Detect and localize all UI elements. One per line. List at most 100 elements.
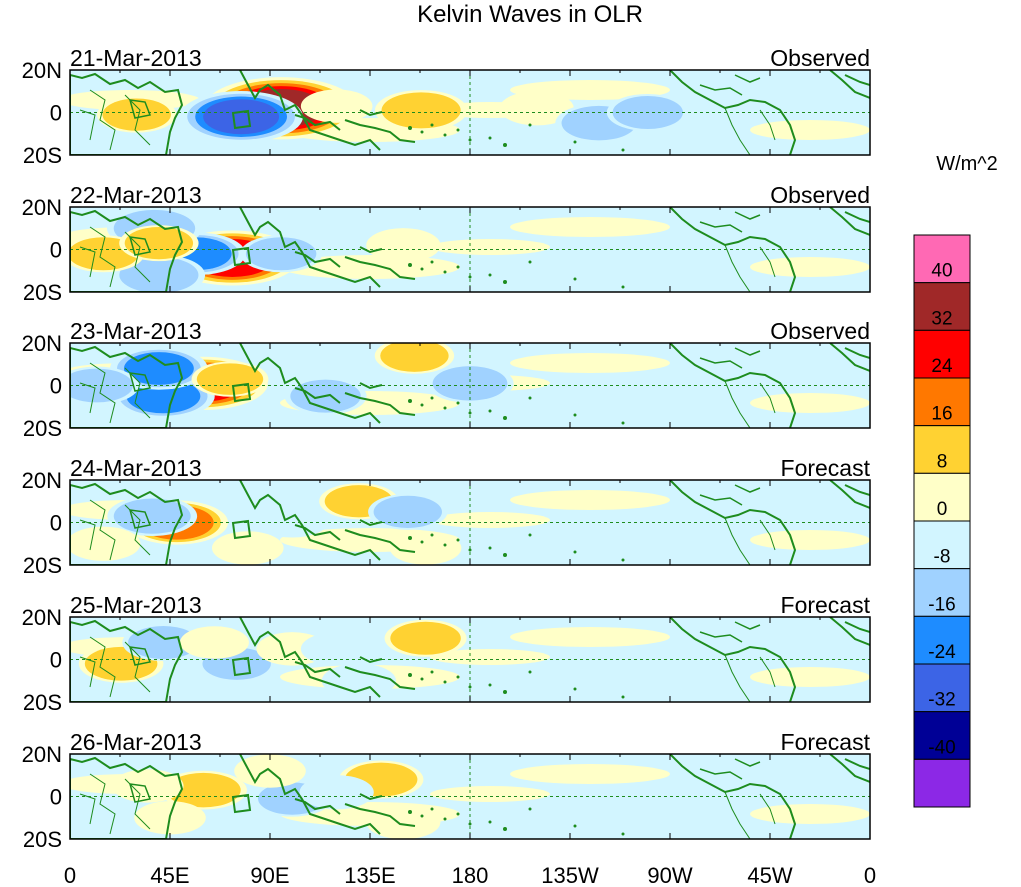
- contour-band: [113, 498, 191, 534]
- weak-positive-region: [430, 649, 550, 665]
- negative-anomaly: [321, 663, 396, 698]
- weak-positive-region: [510, 217, 670, 237]
- colorbar-tick-label: 24: [931, 356, 953, 377]
- anomaly-field: [70, 207, 870, 292]
- contour-band: [211, 531, 284, 565]
- negative-anomaly: [300, 632, 373, 666]
- colorbar-swatch: [913, 377, 971, 427]
- weak-positive-region: [510, 627, 670, 647]
- colorbar-tick-label: 8: [937, 451, 948, 472]
- positive-anomaly: [374, 343, 455, 374]
- colorbar-swatch: [913, 472, 971, 522]
- figure-title: Kelvin Waves in OLR: [417, 1, 643, 28]
- panel-date: 25-Mar-2013: [70, 592, 202, 618]
- lat-label: 0: [50, 511, 62, 536]
- lat-label: 20S: [23, 143, 62, 168]
- contour-band: [179, 626, 249, 659]
- weak-positive-region: [510, 353, 670, 373]
- negative-anomaly: [368, 493, 448, 530]
- colorbar-swatch: [913, 329, 971, 379]
- lon-label: 45W: [747, 863, 792, 887]
- contour-band: [366, 804, 441, 839]
- lat-label: 20S: [23, 280, 62, 305]
- lon-label: 135E: [344, 863, 395, 887]
- positive-anomaly: [70, 526, 141, 561]
- positive-anomaly: [111, 769, 184, 803]
- positive-anomaly: [366, 228, 441, 263]
- positive-anomaly: [389, 531, 462, 565]
- negative-anomaly: [107, 496, 198, 536]
- panel-date: 22-Mar-2013: [70, 182, 202, 208]
- colorbar-swatch: [913, 520, 971, 570]
- weak-positive-region: [750, 257, 870, 277]
- colorbar-tick-labels: 40 32 24 16 8 0 -8 -16 -24 -32 -40: [928, 261, 956, 759]
- lat-label: 0: [50, 648, 62, 673]
- colorbar-swatch: [913, 615, 971, 665]
- contour-band: [390, 621, 461, 655]
- contour-band: [321, 663, 396, 698]
- colorbar: W/m^2 40 32 24 16 8 0 -8 -16 -24 -32 -40: [913, 153, 998, 808]
- contour-band: [380, 343, 449, 372]
- weak-positive-region: [750, 120, 870, 140]
- contour-band: [300, 632, 373, 666]
- contour-band: [245, 237, 317, 271]
- colorbar-swatch: [913, 282, 971, 331]
- lon-label: 90W: [647, 863, 692, 887]
- contour-band: [381, 92, 461, 129]
- weak-positive-region: [430, 239, 550, 255]
- positive-anomaly: [179, 626, 249, 659]
- colorbar-tick-label: -8: [934, 547, 951, 568]
- lat-label: 0: [50, 374, 62, 399]
- panel-status: Observed: [770, 45, 870, 71]
- lat-label: 20N: [22, 331, 62, 356]
- contour-band: [102, 98, 171, 131]
- lon-label: 90E: [250, 863, 289, 887]
- colorbar-swatch: [913, 663, 971, 713]
- positive-anomaly: [211, 531, 284, 565]
- positive-anomaly: [96, 96, 177, 133]
- colorbar-unit: W/m^2: [936, 153, 998, 175]
- lat-label: 20S: [23, 690, 62, 715]
- contour-band: [203, 99, 280, 135]
- lon-label: 0: [64, 863, 76, 887]
- contour-band: [300, 89, 373, 123]
- panel-date: 21-Mar-2013: [70, 45, 202, 71]
- map-panels: 21-Mar-2013 Observed 20N 0 20S 22-Mar-2013 Obs…: [22, 45, 871, 852]
- positive-anomaly: [499, 91, 574, 126]
- panel-status: Forecast: [781, 455, 871, 481]
- contour-band: [70, 526, 141, 561]
- positive-anomaly: [366, 804, 441, 839]
- lat-label: 20S: [23, 827, 62, 852]
- panel-date: 23-Mar-2013: [70, 318, 202, 344]
- lon-label: 45E: [150, 863, 189, 887]
- colorbar-tick-label: 40: [931, 261, 952, 282]
- anomaly-field: [70, 343, 870, 428]
- colorbar-swatch: [913, 758, 971, 808]
- map-panel: 25-Mar-2013 Forecast 20N 0 20S: [22, 592, 871, 715]
- colorbar-tick-label: -32: [928, 690, 955, 711]
- weak-positive-region: [750, 667, 870, 687]
- weak-positive-region: [750, 393, 870, 413]
- negative-anomaly: [299, 775, 374, 810]
- lon-label: 135W: [541, 863, 599, 887]
- contour-band: [111, 769, 184, 803]
- colorbar-swatch: [913, 711, 971, 760]
- weak-positive-region: [510, 490, 670, 510]
- weak-positive-region: [430, 786, 550, 802]
- contour-band: [255, 503, 330, 538]
- panel-date: 24-Mar-2013: [70, 455, 202, 481]
- lon-label: 0: [864, 863, 876, 887]
- negative-anomaly: [426, 363, 514, 403]
- weak-positive-region: [750, 530, 870, 550]
- lat-label: 20N: [22, 605, 62, 630]
- contour-band: [165, 772, 241, 808]
- panel-status: Observed: [770, 182, 870, 208]
- colorbar-swatch: [913, 568, 971, 617]
- map-panel: 22-Mar-2013 Observed 20N 0 20S: [22, 182, 871, 305]
- positive-anomaly: [374, 90, 468, 131]
- lon-label: 180: [452, 863, 489, 887]
- colorbar-swatches: [913, 234, 971, 808]
- lat-label: 20S: [23, 416, 62, 441]
- panel-status: Forecast: [781, 729, 871, 755]
- positive-anomaly: [384, 619, 467, 657]
